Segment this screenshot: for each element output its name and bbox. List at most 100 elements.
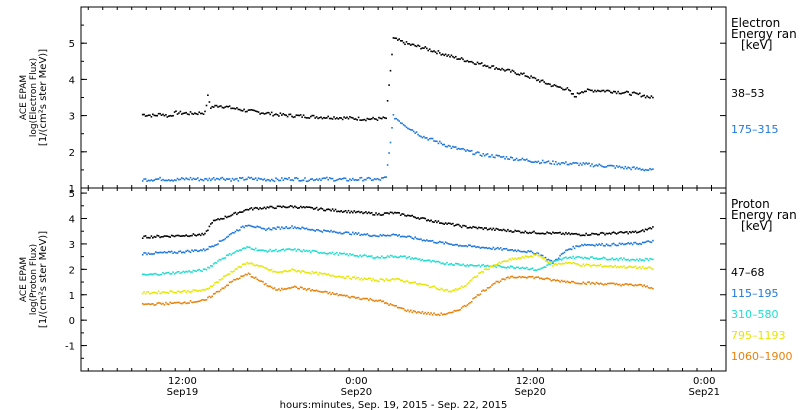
data-point (154, 291, 157, 294)
data-point (594, 89, 596, 92)
data-point (618, 165, 621, 168)
data-point (198, 268, 200, 271)
data-point (223, 178, 225, 180)
data-point (198, 179, 200, 182)
data-point (173, 301, 176, 304)
data-point (569, 248, 572, 250)
data-point (173, 179, 176, 181)
data-point (362, 278, 364, 281)
data-point (507, 249, 509, 251)
data-point (208, 101, 211, 103)
data-point (494, 68, 496, 70)
data-point (334, 293, 337, 295)
data-point (354, 179, 357, 181)
data-point (417, 311, 419, 313)
data-point (575, 232, 577, 235)
y-tick-label-proton: 2 (69, 265, 75, 276)
data-point (259, 207, 261, 209)
data-point (207, 296, 209, 299)
data-point (198, 111, 200, 113)
data-point (394, 37, 396, 39)
data-point (453, 244, 456, 246)
data-point (420, 312, 422, 315)
data-point (324, 117, 327, 119)
data-point (505, 267, 508, 269)
data-point (594, 283, 596, 285)
data-point (644, 96, 647, 99)
data-point (565, 249, 567, 252)
data-point (641, 241, 644, 244)
data-point (463, 245, 466, 247)
data-point (188, 250, 190, 253)
data-point (349, 277, 351, 280)
data-point (185, 250, 187, 252)
data-point (407, 43, 409, 45)
data-point (520, 276, 522, 279)
data-point (639, 266, 641, 268)
data-point (641, 95, 644, 97)
data-point (147, 303, 150, 305)
data-point (152, 180, 154, 182)
data-point (385, 278, 387, 280)
legend-entry: 38–53 (731, 87, 765, 100)
data-point (224, 215, 227, 218)
data-point (478, 264, 480, 266)
data-point (383, 302, 386, 304)
data-point (476, 151, 479, 153)
data-point (443, 243, 445, 245)
data-point (436, 242, 438, 244)
data-point (652, 96, 654, 99)
data-point (388, 84, 390, 86)
data-point (188, 290, 190, 293)
data-point (228, 215, 231, 218)
data-point (298, 114, 300, 117)
data-point (498, 229, 500, 231)
y-tick-label-proton: 0 (69, 316, 75, 327)
data-point (618, 231, 621, 234)
data-point (463, 148, 466, 151)
data-point (599, 258, 602, 260)
data-point (218, 290, 221, 293)
data-point (628, 231, 631, 233)
data-point (259, 280, 261, 282)
data-point (530, 161, 532, 163)
data-point (541, 159, 544, 162)
data-point (260, 265, 263, 267)
data-point (326, 273, 328, 276)
data-point (398, 278, 400, 280)
data-point (208, 287, 211, 289)
data-point (414, 216, 416, 219)
data-point (243, 209, 245, 212)
data-point (566, 280, 569, 283)
legend-title: Energy ran (731, 208, 797, 222)
data-point (244, 110, 247, 113)
data-point (154, 114, 157, 117)
data-point (549, 83, 551, 86)
data-point (294, 116, 296, 118)
data-point (212, 263, 215, 265)
data-point (502, 248, 505, 250)
data-point (310, 178, 312, 180)
data-point (473, 63, 476, 65)
data-point (612, 258, 615, 261)
data-point (241, 211, 244, 213)
data-point (549, 232, 551, 234)
data-point (420, 217, 422, 219)
data-point (549, 261, 551, 263)
data-point (283, 288, 286, 290)
data-point (301, 179, 303, 182)
data-point (307, 288, 309, 290)
data-point (481, 270, 483, 273)
data-point (262, 265, 264, 268)
data-point (543, 278, 545, 281)
data-point (589, 89, 592, 92)
data-point (578, 256, 580, 258)
data-point (143, 291, 145, 293)
data-point (339, 117, 341, 119)
data-point (278, 226, 280, 229)
data-point (527, 268, 529, 271)
data-point (230, 107, 232, 110)
data-point (607, 89, 609, 92)
data-point (227, 106, 229, 108)
data-point (456, 263, 458, 265)
